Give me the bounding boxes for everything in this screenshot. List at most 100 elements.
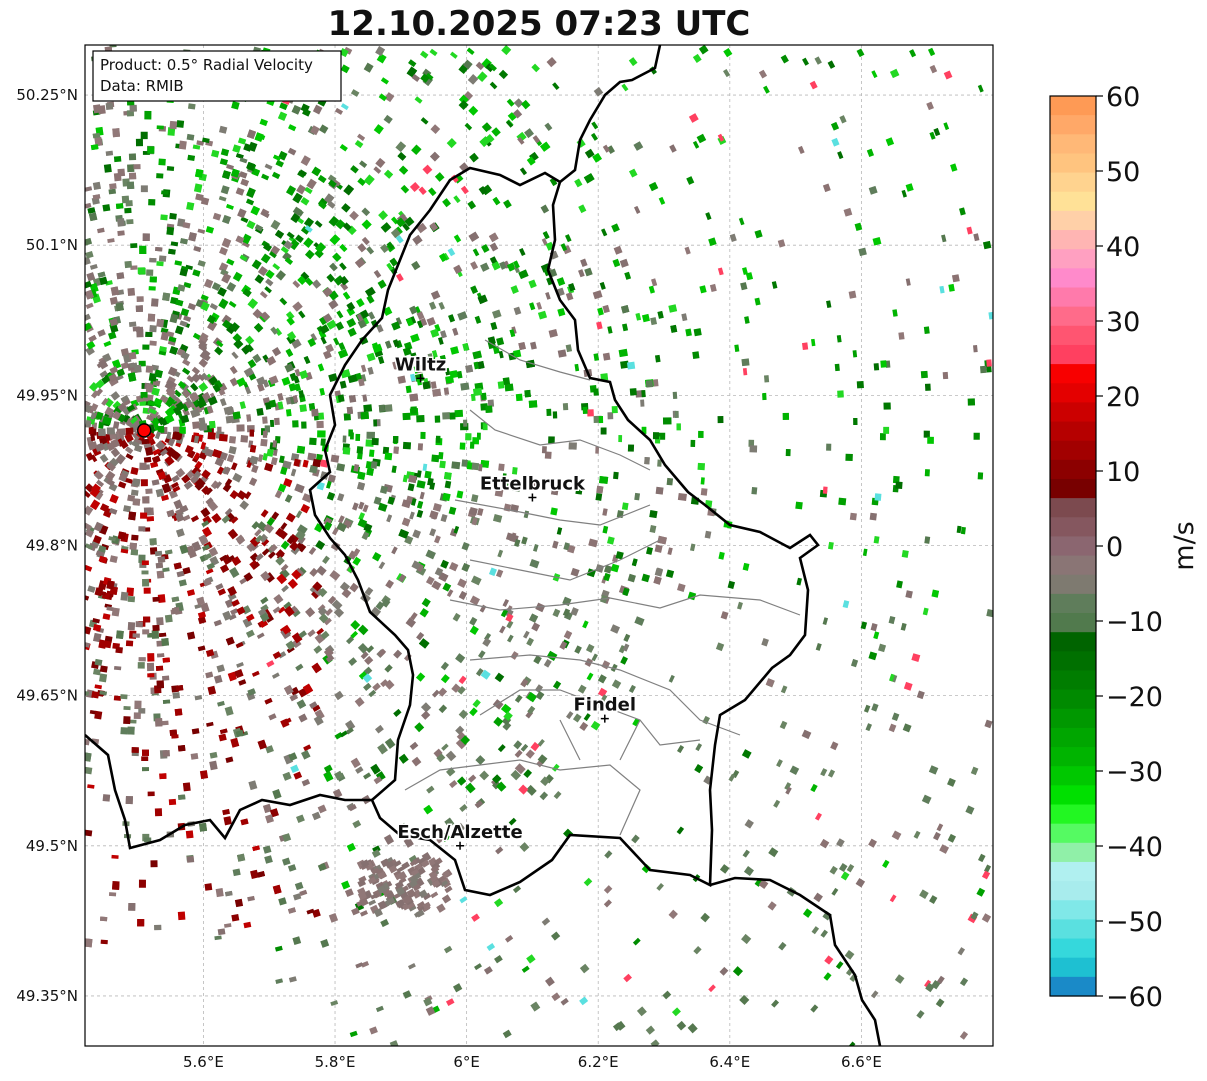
echo-cell — [90, 433, 96, 442]
echo-cell — [615, 551, 624, 560]
echo-cell — [539, 141, 551, 152]
echo-cell — [489, 242, 499, 252]
echo-cell — [560, 997, 569, 1006]
echo-cell — [846, 864, 855, 873]
echo-cell — [349, 210, 359, 221]
echo-cell — [91, 690, 100, 699]
colorbar-swatch — [1050, 555, 1096, 576]
echo-cell — [460, 382, 470, 391]
echo-cell — [295, 234, 304, 244]
echo-cell — [557, 349, 567, 358]
colorbar-swatch — [1050, 689, 1096, 710]
echo-cell — [528, 400, 538, 408]
echo-cell — [652, 379, 659, 387]
echo-cell — [317, 430, 326, 438]
echo-cell — [219, 246, 228, 256]
echo-cell — [275, 978, 284, 984]
echo-cell — [395, 217, 406, 228]
echo-cell — [295, 510, 303, 519]
echo-cell — [358, 378, 365, 387]
echo-cell — [142, 233, 150, 242]
echo-cell — [411, 498, 417, 506]
echo-cell — [261, 538, 270, 547]
echo-cell — [618, 348, 628, 358]
echo-cell — [333, 275, 345, 286]
echo-cell — [542, 231, 550, 240]
echo-cell — [235, 729, 244, 737]
echo-cell — [814, 56, 822, 65]
echo-cell — [217, 287, 227, 297]
city-cross-icon — [528, 493, 537, 502]
echo-cell — [814, 812, 822, 821]
echo-cell — [196, 596, 206, 606]
echo-cell — [468, 231, 480, 242]
echo-cell — [328, 215, 340, 227]
echo-cell — [128, 321, 137, 327]
echo-cell — [386, 891, 395, 899]
echo-cell — [810, 1004, 819, 1013]
echo-cell — [208, 547, 219, 557]
echo-cell — [124, 477, 133, 484]
echo-cell — [443, 471, 452, 480]
echo-cell — [260, 571, 271, 582]
echo-cell — [353, 463, 360, 472]
echo-cell — [700, 488, 708, 496]
echo-cell — [254, 274, 265, 284]
echo-cell — [588, 538, 598, 548]
echo-cell — [655, 486, 664, 495]
echo-cell — [372, 552, 382, 562]
echo-cell — [430, 865, 440, 874]
echo-cell — [727, 580, 736, 589]
echo-cell — [151, 455, 161, 464]
echo-cell — [127, 494, 136, 502]
echo-cell — [422, 381, 431, 390]
echo-cell — [795, 501, 803, 510]
echo-cell — [171, 734, 179, 739]
echo-cell — [477, 507, 484, 516]
echo-cell — [274, 945, 283, 952]
echo-cell — [623, 633, 631, 642]
echo-cell — [107, 331, 117, 340]
echo-cell — [85, 829, 93, 837]
echo-cell — [869, 512, 877, 521]
colorbar-swatch — [1050, 191, 1096, 212]
echo-cell — [271, 511, 280, 521]
echo-cell — [380, 222, 392, 233]
echo-cell — [108, 188, 117, 195]
echo-cell — [920, 370, 928, 379]
echo-cell — [409, 393, 419, 402]
echo-cell — [141, 756, 149, 761]
echo-cell — [942, 371, 949, 380]
echo-cell — [251, 259, 262, 270]
echo-cell — [509, 329, 516, 338]
echo-cell — [822, 486, 828, 494]
echo-cell — [95, 550, 104, 557]
echo-cell — [245, 335, 255, 345]
echo-cell — [541, 446, 547, 454]
echo-cell — [272, 606, 281, 614]
echo-cell — [873, 363, 880, 371]
echo-cell — [349, 582, 359, 593]
city-cross-icon — [600, 714, 609, 723]
echo-cell — [408, 854, 418, 863]
echo-cell — [145, 488, 153, 495]
echo-cell — [226, 258, 235, 266]
echo-cell — [420, 702, 432, 713]
echo-cell — [333, 607, 345, 618]
echo-cell — [417, 443, 424, 451]
echo-cell — [135, 138, 144, 147]
colorbar-swatch — [1050, 574, 1096, 595]
echo-cell — [537, 754, 548, 765]
echo-cell — [209, 751, 218, 759]
echo-cell — [475, 755, 486, 766]
echo-cell — [574, 363, 580, 372]
echo-cell — [462, 59, 473, 70]
echo-cell — [645, 546, 654, 555]
echo-cell — [676, 1020, 687, 1031]
echo-cell — [141, 560, 149, 566]
echo-cell — [531, 622, 541, 632]
echo-cell — [123, 505, 132, 513]
echo-cell — [180, 238, 188, 245]
echo-cell — [474, 963, 482, 971]
echo-cell — [339, 262, 347, 271]
